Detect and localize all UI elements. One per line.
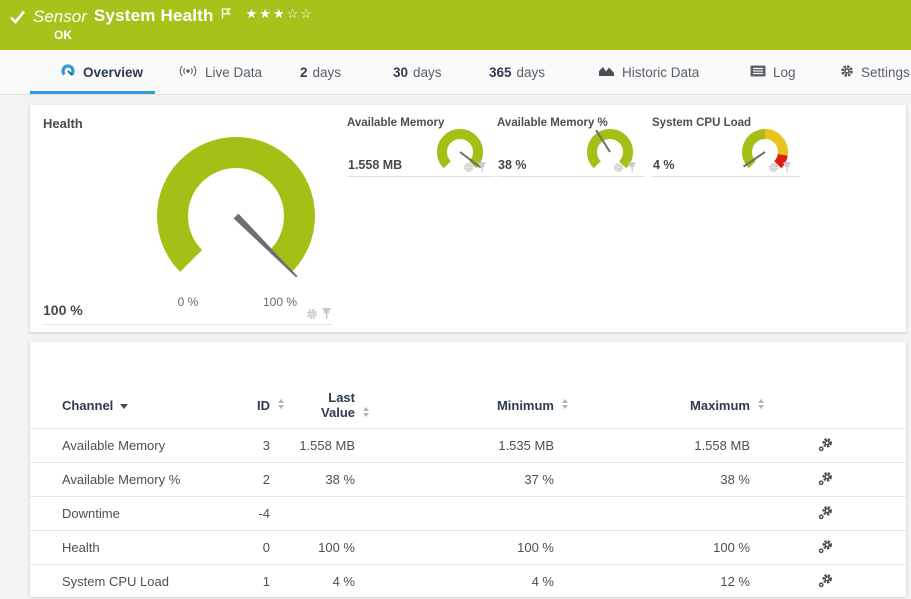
gauge-title: Available Memory [347,117,444,129]
cell-last-value: 4 % [270,574,355,589]
tab-2-days[interactable]: 2 days [300,50,341,94]
tab-historic-data[interactable]: Historic Data [598,50,699,94]
active-tab-indicator [30,91,155,94]
page-title: System Health [94,6,214,26]
cell-minimum: 100 % [355,540,554,555]
col-header-last-value[interactable]: Last Value [270,390,355,420]
cell-id: 3 [227,438,270,453]
cell-id: -4 [227,506,270,521]
health-scale-max: 100 % [255,295,305,309]
status-text: OK [54,28,72,42]
gauge-value: 4 % [653,158,675,172]
col-header-channel[interactable]: Channel [62,398,227,413]
cell-last-value: 1.558 MB [270,438,355,453]
col-header-maximum[interactable]: Maximum [554,398,750,413]
sensor-type-label: Sensor [33,6,87,27]
chart-icon [598,64,615,80]
cell-maximum: 38 % [554,472,750,487]
gauge-block-system-cpu-load: System CPU Load 4 % [652,114,800,177]
log-icon [750,65,766,80]
tab-30-days[interactable]: 30 days [393,50,442,94]
cell-last-value: 100 % [270,540,355,555]
tab-overview[interactable]: Overview [60,50,143,94]
gauge-value: 38 % [498,158,527,172]
broadcast-icon [178,64,198,81]
table-row[interactable]: Available Memory 3 1.558 MB 1.535 MB 1.5… [30,428,906,462]
cell-minimum: 37 % [355,472,554,487]
health-gauge-title: Health [43,116,83,131]
gauge-gear-icon[interactable] [306,308,318,320]
cell-last-value: 38 % [270,472,355,487]
cell-channel: Available Memory % [62,472,227,487]
cell-channel: Available Memory [62,438,227,453]
divider [43,324,332,325]
cell-maximum: 1.558 MB [554,438,750,453]
priority-flag-icon [221,6,231,24]
gauge-title: System CPU Load [652,117,751,129]
cell-minimum: 1.535 MB [355,438,554,453]
channel-settings-icon[interactable] [818,539,833,554]
table-row[interactable]: Available Memory % 2 38 % 37 % 38 % [30,462,906,496]
gauge-block-available-memory-pct: Available Memory % 38 % [497,114,645,177]
tab-settings[interactable]: Settings [840,50,910,94]
cell-id: 1 [227,574,270,589]
tab-bar: Overview Live Data 2 days 30 days 365 da… [0,50,911,95]
channel-settings-icon[interactable] [818,437,833,452]
table-row[interactable]: Health 0 100 % 100 % 100 % [30,530,906,564]
channel-settings-icon[interactable] [818,573,833,588]
table-row[interactable]: System CPU Load 1 4 % 4 % 12 % [30,564,906,598]
status-banner: Sensor System Health ★★★☆☆ OK [0,0,911,50]
pin-icon[interactable] [628,162,636,173]
gauge-icon [60,63,76,82]
ok-check-icon [9,9,26,30]
cell-id: 0 [227,540,270,555]
cell-maximum: 100 % [554,540,750,555]
channel-settings-icon[interactable] [818,471,833,486]
gauge-value: 1.558 MB [348,158,402,172]
health-gauge-value: 100 % [43,302,83,318]
pin-icon[interactable] [322,308,331,320]
tab-log[interactable]: Log [750,50,796,94]
tab-365-days[interactable]: 365 days [489,50,545,94]
tab-live-data[interactable]: Live Data [178,50,262,94]
pin-icon[interactable] [783,162,791,173]
col-header-minimum[interactable]: Minimum [355,398,554,413]
priority-stars[interactable]: ★★★☆☆ [246,6,314,22]
gauge-block-available-memory: Available Memory 1.558 MB [347,114,495,177]
cell-channel: Health [62,540,227,555]
pin-icon[interactable] [478,162,486,173]
table-header-row: Channel ID Last Value Minimum Maximum [30,382,906,428]
gauges-panel: Health 0 % 100 % 100 % Available Memory … [30,105,906,332]
table-body: Available Memory 3 1.558 MB 1.535 MB 1.5… [30,428,906,599]
sort-icon [758,399,764,409]
channels-panel: Channel ID Last Value Minimum Maximum Av… [30,342,906,597]
cell-channel: System CPU Load [62,574,227,589]
cell-id: 2 [227,472,270,487]
health-gauge [136,116,336,316]
table-row[interactable]: Downtime -4 [30,496,906,530]
gear-icon [840,64,854,81]
health-scale-min: 0 % [163,295,213,309]
cell-minimum: 4 % [355,574,554,589]
channel-settings-icon[interactable] [818,505,833,520]
cell-channel: Downtime [62,506,227,521]
cell-maximum: 12 % [554,574,750,589]
gauge-gear-icon[interactable] [463,162,474,173]
sort-desc-icon [120,404,128,409]
col-header-id[interactable]: ID [227,398,270,413]
gauge-gear-icon[interactable] [613,162,624,173]
gauge-gear-icon[interactable] [768,162,779,173]
